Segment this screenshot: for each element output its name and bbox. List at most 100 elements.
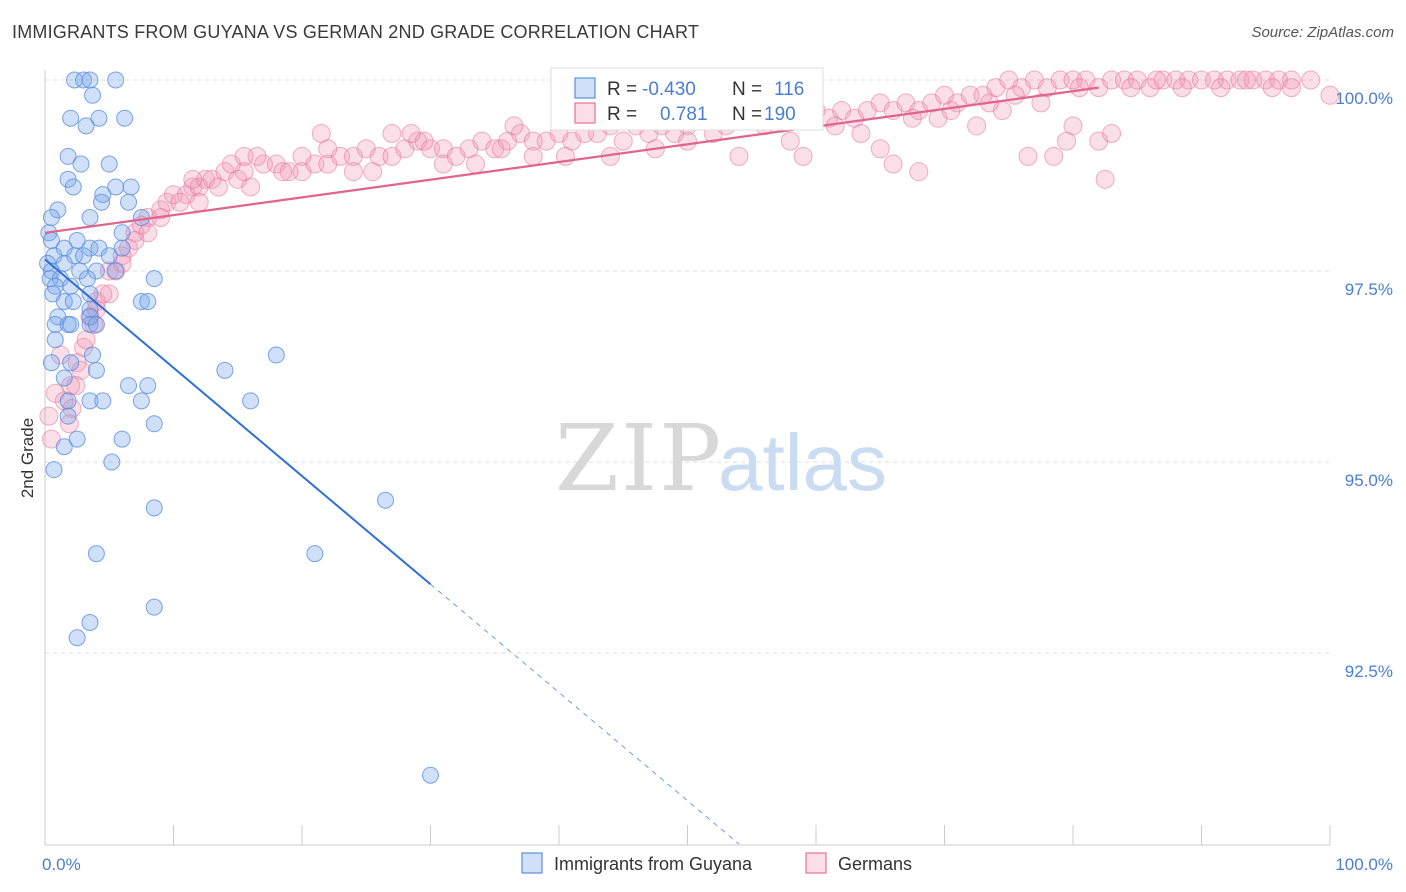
guyana-point	[81, 285, 99, 303]
stats-legend: R = -0.430 N = 116 R = 0.781 N = 190	[550, 67, 824, 131]
guyana-point	[55, 293, 73, 311]
stats-legend-box	[550, 67, 824, 131]
bottom-legend-label-germans: Germans	[838, 854, 912, 874]
y-tick-label: 92.5%	[1345, 662, 1393, 681]
bottom-legend-label-guyana: Immigrants from Guyana	[554, 854, 753, 874]
guyana-point	[116, 109, 134, 127]
legend-r-label-1: R =	[607, 79, 637, 100]
germans-point	[433, 154, 453, 174]
germans-point	[1102, 123, 1122, 143]
germans-point	[45, 383, 65, 403]
guyana-point	[87, 545, 105, 563]
germans-point	[504, 116, 524, 136]
chart-source: Source: ZipAtlas.com	[1251, 24, 1394, 41]
guyana-point	[306, 545, 324, 563]
x-tick-label-max: 100.0%	[1335, 855, 1393, 874]
germans-point	[1301, 70, 1321, 90]
guyana-point	[68, 629, 86, 647]
guyana-point	[62, 354, 80, 372]
germans-point	[870, 139, 890, 159]
germans-point	[170, 192, 190, 212]
germans-point	[780, 131, 800, 151]
guyana-point	[216, 361, 234, 379]
y-tick-label: 97.5%	[1345, 280, 1393, 299]
guyana-point	[77, 117, 95, 135]
guyana-point	[100, 155, 118, 173]
germans-point	[311, 123, 331, 143]
germans-point	[1236, 70, 1256, 90]
germans-point	[1069, 78, 1089, 98]
guyana-point	[145, 499, 163, 517]
germans-point	[343, 162, 363, 182]
guyana-point	[90, 109, 108, 127]
guyana-point	[75, 71, 93, 89]
germans-point	[241, 177, 261, 197]
x-tick-labels: 0.0% 100.0%	[42, 855, 1393, 874]
guyana-point	[107, 71, 125, 89]
guyana-point	[81, 613, 99, 631]
watermark-zip: ZIP	[555, 405, 723, 512]
guyana-point	[59, 147, 77, 165]
guyana-point	[422, 766, 439, 784]
legend-r-label-2: R =	[607, 104, 637, 125]
guyana-point	[55, 369, 73, 387]
legend-n-label-2: N =	[732, 104, 762, 125]
guyana-point	[139, 377, 157, 395]
legend-r-value-2: 0.781	[660, 104, 708, 125]
guyana-point	[103, 453, 121, 471]
germans-point	[41, 429, 61, 449]
germans-point	[1018, 146, 1038, 166]
germans-point	[1063, 116, 1083, 136]
guyana-point	[62, 315, 80, 333]
germans-point	[883, 154, 903, 174]
y-tick-label: 100.0%	[1335, 89, 1393, 108]
germans-point	[208, 177, 228, 197]
germans-point	[1121, 78, 1141, 98]
germans-point	[292, 146, 312, 166]
watermark-atlas: atlas	[718, 418, 887, 507]
guyana-point	[113, 430, 131, 448]
germans-point	[382, 123, 402, 143]
trend-lines	[44, 86, 1099, 845]
germans-point	[729, 146, 749, 166]
guyana-point	[100, 247, 118, 265]
guyana-point	[45, 461, 63, 479]
guyana-point	[59, 392, 77, 410]
germans-point	[851, 123, 871, 143]
guyana-point	[46, 315, 64, 333]
germans-point	[1095, 169, 1115, 189]
guyana-point	[81, 209, 99, 227]
guyana-points	[39, 71, 439, 784]
guyana-point	[42, 354, 60, 372]
guyana-point	[120, 193, 138, 211]
germans-point	[62, 399, 82, 419]
germans-point	[793, 146, 813, 166]
guyana-point	[132, 209, 150, 227]
germans-point	[93, 284, 113, 304]
guyana-point	[120, 377, 138, 395]
guyana-point	[113, 224, 131, 242]
germans-point	[1147, 70, 1167, 90]
guyana-point	[68, 430, 86, 448]
guyana-trend-line	[44, 258, 432, 586]
germans-point	[1211, 78, 1231, 98]
germans-point	[678, 131, 697, 151]
guyana-point	[75, 247, 93, 265]
germans-point	[401, 123, 421, 143]
bottom-legend-swatch-germans	[805, 852, 827, 874]
legend-r-value-1: -0.430	[642, 79, 696, 100]
germans-point	[1005, 85, 1025, 105]
guyana-point	[55, 438, 73, 456]
guyana-point	[87, 315, 105, 333]
guyana-point	[84, 86, 102, 104]
germans-point	[1172, 78, 1192, 98]
guyana-point	[62, 109, 80, 127]
guyana-point	[84, 346, 102, 364]
germans-point	[99, 261, 119, 281]
germans-point	[941, 101, 961, 121]
guyana-point	[145, 270, 163, 288]
guyana-trend-extension	[430, 583, 740, 845]
guyana-point	[81, 392, 99, 410]
germans-point	[1031, 93, 1051, 113]
